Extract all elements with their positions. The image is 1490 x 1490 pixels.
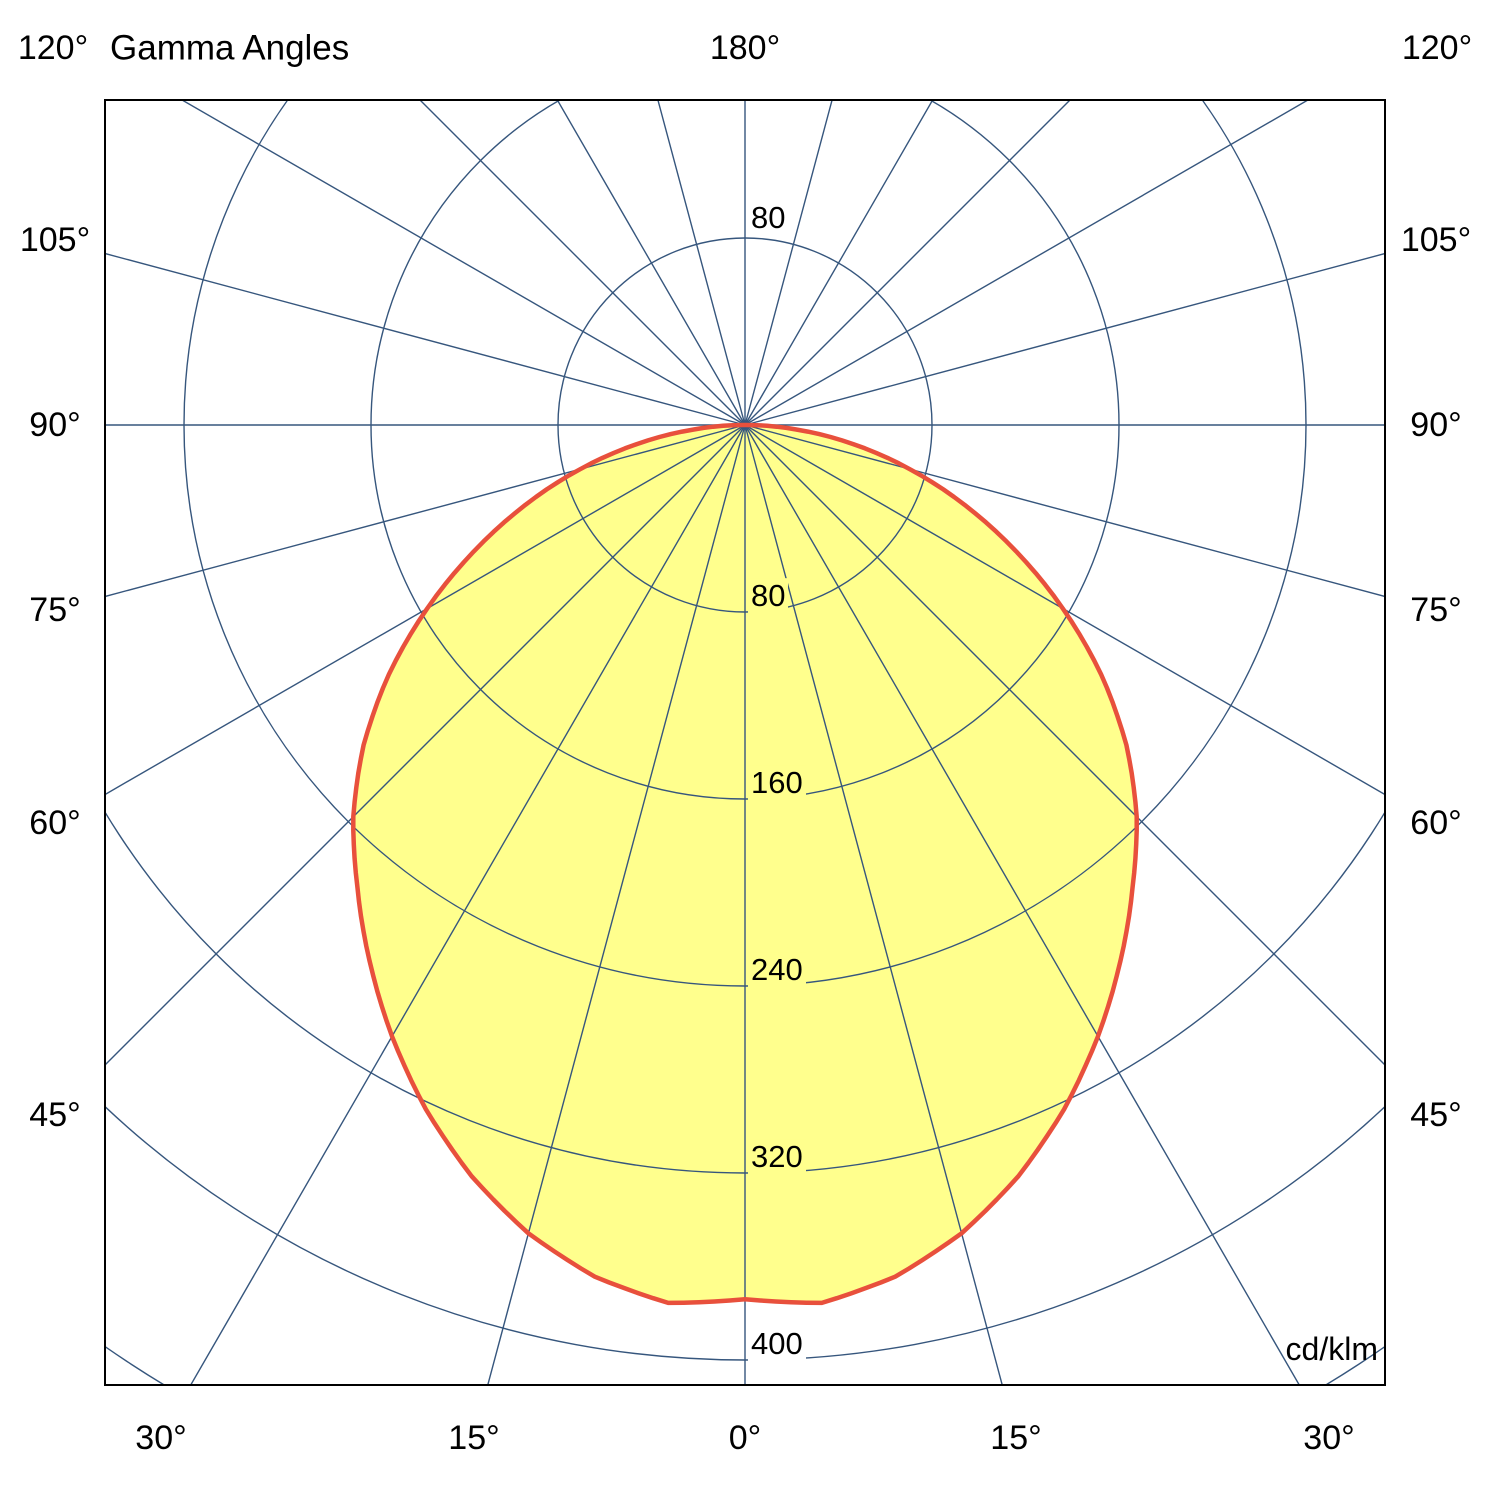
grid-spoke-150	[744, 100, 934, 426]
ring-label-240: 240	[748, 952, 806, 988]
angle-label-right-45: 45°	[1410, 1096, 1462, 1134]
angle-label-left-60: 60°	[29, 804, 81, 842]
angle-label-right-90: 90°	[1410, 406, 1462, 444]
grid-spoke-240	[180, 100, 746, 426]
grid-spoke-45	[744, 424, 1385, 1066]
angle-label-bottom-30-left: 30°	[135, 1419, 187, 1457]
angle-label-top-left-120: 120°	[17, 29, 89, 67]
grid-spoke-195	[657, 100, 746, 426]
grid-spoke-345	[487, 424, 746, 1385]
angle-label-left-105: 105°	[19, 221, 91, 259]
angle-label-left-75: 75°	[29, 591, 81, 629]
angle-label-bottom-0: 0°	[728, 1419, 762, 1457]
grid-spoke-165	[744, 100, 833, 426]
grid-spoke-120	[744, 100, 1310, 426]
grid-spoke-210	[556, 100, 746, 426]
angle-label-bottom-30-right: 30°	[1303, 1419, 1355, 1457]
grid-spoke-255	[105, 252, 746, 426]
grid-spoke-135	[744, 100, 1071, 426]
angle-label-left-90: 90°	[29, 406, 81, 444]
ring-label-400: 400	[748, 1326, 806, 1362]
ring-label-top-80: 80	[748, 200, 789, 236]
grid-spoke-330	[189, 424, 746, 1385]
intensity-curve	[351, 422, 1139, 1306]
ring-label-320: 320	[748, 1139, 806, 1175]
ring-label-160: 160	[748, 765, 806, 801]
grid-spoke-15	[744, 424, 1003, 1385]
angle-label-top-right-120: 120°	[1401, 29, 1473, 67]
ring-label-80: 80	[748, 578, 789, 614]
angle-label-left-45: 45°	[29, 1096, 81, 1134]
grid-spoke-105	[744, 252, 1385, 426]
angle-label-right-75: 75°	[1410, 591, 1462, 629]
angle-label-right-60: 60°	[1410, 804, 1462, 842]
angle-label-right-105: 105°	[1400, 221, 1472, 259]
angle-label-bottom-15-left: 15°	[448, 1419, 500, 1457]
grid-spoke-60	[744, 424, 1385, 796]
plot-border	[104, 99, 1386, 1386]
angle-label-bottom-15-right: 15°	[990, 1419, 1042, 1457]
grid-spoke-75	[744, 424, 1385, 598]
grid-spoke-30	[744, 424, 1301, 1385]
units-label: cd/klm	[1285, 1331, 1378, 1367]
chart-title: Gamma Angles	[110, 28, 350, 68]
grid-spoke-315	[105, 424, 746, 1066]
grid-spoke-300	[105, 424, 746, 796]
angle-label-top-180: 180°	[709, 29, 781, 67]
grid-spoke-225	[419, 100, 746, 426]
grid-spoke-285	[105, 424, 746, 598]
